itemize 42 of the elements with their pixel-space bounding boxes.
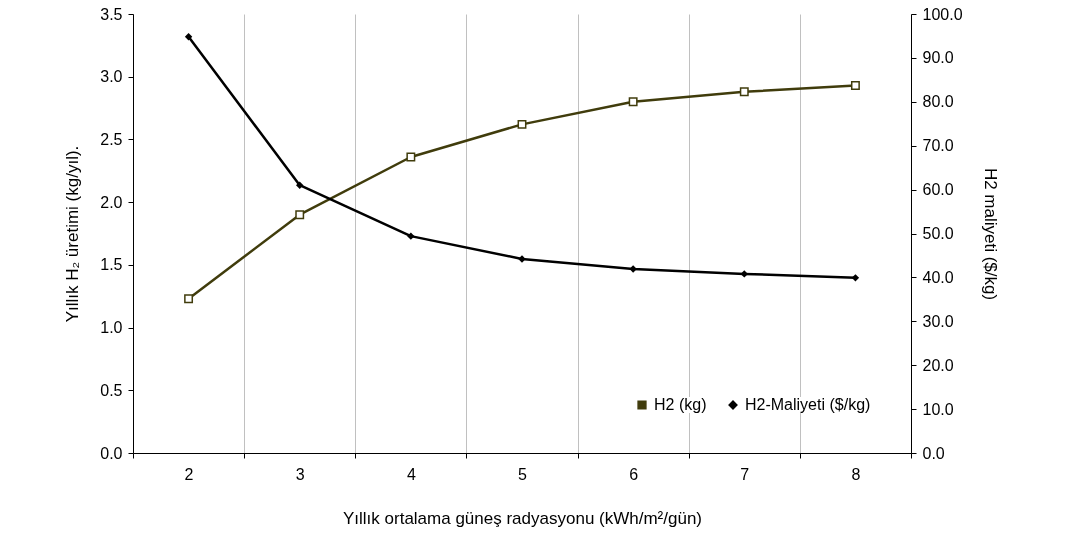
y-tick-label: 3.5 <box>100 5 123 23</box>
point <box>517 119 527 129</box>
point <box>851 274 860 282</box>
point <box>628 97 638 107</box>
y2-tick-label: 30.0 <box>922 312 954 330</box>
y-axis-title: Yıllık H₂ üretimi (kg/yıl). <box>63 145 83 323</box>
point <box>850 81 860 90</box>
y-tick-label: 0.0 <box>100 444 123 462</box>
point <box>406 152 416 162</box>
point <box>184 33 193 41</box>
y2-tick-label: 20.0 <box>922 356 954 374</box>
y-tick-label: 2.0 <box>100 193 123 211</box>
y-tick-label: 0.5 <box>100 381 123 399</box>
y2-tick-label: 10.0 <box>922 400 954 418</box>
x-tick-label: 7 <box>740 465 750 483</box>
x-axis-title: Yıllık ortalama güneş radyasyonu (kWh/m²/gün) <box>342 508 703 528</box>
y2-tick-label: 60.0 <box>922 181 954 199</box>
x-tick-label: 2 <box>184 465 194 483</box>
y2-tick-label: 80.0 <box>922 93 954 111</box>
y-tick-label: 3.0 <box>100 68 123 86</box>
x-tick-label: 4 <box>406 465 416 483</box>
point <box>184 294 194 304</box>
point <box>739 87 749 97</box>
point <box>296 181 304 189</box>
y2-axis-title: H2 maliyeti ($/kg) <box>980 167 1000 301</box>
x-tick-label: 3 <box>295 465 305 483</box>
point <box>295 210 305 220</box>
y2-tick-label: 70.0 <box>922 137 954 155</box>
y2-tick-label: 0.0 <box>922 444 945 462</box>
y2-tick-label: 90.0 <box>922 49 954 67</box>
y2-tick-label: 40.0 <box>922 268 954 286</box>
x-tick-label: 6 <box>629 465 639 483</box>
x-tick-label: 5 <box>518 465 528 483</box>
y-tick-label: 2.5 <box>100 130 123 148</box>
y-tick-label: 1.0 <box>100 319 123 337</box>
y2-tick-label: 50.0 <box>922 225 954 242</box>
x-tick-label: 8 <box>851 465 861 483</box>
y-tick-label: 1.5 <box>100 256 123 274</box>
y2-tick-label: 100.0 <box>922 5 963 23</box>
point <box>740 270 748 278</box>
legend-label: H2 (kg) <box>654 396 707 413</box>
legend-label: H2-Maliyeti ($/kg) <box>745 396 871 413</box>
